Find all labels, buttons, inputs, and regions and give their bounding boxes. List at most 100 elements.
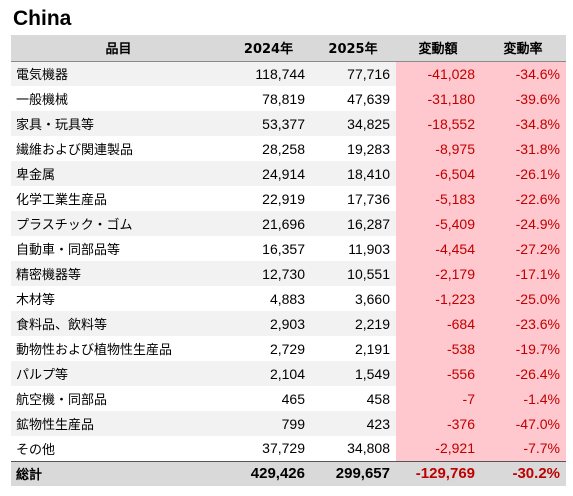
row-change: -4,454 (396, 236, 481, 261)
header-row: 品目 2024年 2025年 変動額 変動率 (11, 35, 566, 62)
column-header-change: 変動額 (396, 35, 481, 62)
row-rate: -24.9% (481, 211, 566, 236)
row-item: 家具・玩具等 (11, 111, 227, 136)
row-2024: 2,903 (227, 311, 311, 336)
row-2024: 78,819 (227, 86, 311, 111)
row-2024: 28,258 (227, 136, 311, 161)
row-rate: -7.7% (481, 436, 566, 461)
row-item: 鉱物性生産品 (11, 411, 227, 436)
table-row: 家具・玩具等 53,377 34,825 -18,552 -34.8% (11, 111, 566, 136)
row-2024: 22,919 (227, 186, 311, 211)
row-change: -2,921 (396, 436, 481, 461)
row-2024: 53,377 (227, 111, 311, 136)
total-2025: 299,657 (311, 460, 396, 486)
row-2025: 2,219 (311, 311, 396, 336)
row-rate: -39.6% (481, 86, 566, 111)
row-item: 電気機器 (11, 61, 227, 86)
row-2024: 118,744 (227, 61, 311, 86)
row-2024: 37,729 (227, 436, 311, 461)
total-change: -129,769 (396, 460, 481, 486)
row-item: パルプ等 (11, 361, 227, 386)
row-2025: 77,716 (311, 61, 396, 86)
table-row: プラスチック・ゴム 21,696 16,287 -5,409 -24.9% (11, 211, 566, 236)
row-2025: 19,283 (311, 136, 396, 161)
row-rate: -25.0% (481, 286, 566, 311)
table-row: 繊維および関連製品 28,258 19,283 -8,975 -31.8% (11, 136, 566, 161)
row-2024: 24,914 (227, 161, 311, 186)
column-header-2024: 2024年 (227, 35, 311, 62)
row-change: -41,028 (396, 61, 481, 86)
row-2025: 16,287 (311, 211, 396, 236)
table-row: 卑金属 24,914 18,410 -6,504 -26.1% (11, 161, 566, 186)
table-row: 化学工業生産品 22,919 17,736 -5,183 -22.6% (11, 186, 566, 211)
row-rate: -26.4% (481, 361, 566, 386)
row-rate: -19.7% (481, 336, 566, 361)
row-change: -6,504 (396, 161, 481, 186)
row-2025: 1,549 (311, 361, 396, 386)
row-2024: 465 (227, 386, 311, 411)
table-row: その他 37,729 34,808 -2,921 -7.7% (11, 436, 566, 461)
row-item: 化学工業生産品 (11, 186, 227, 211)
row-change: -2,179 (396, 261, 481, 286)
page-title: China (13, 7, 72, 30)
table-row: 航空機・同部品 465 458 -7 -1.4% (11, 386, 566, 411)
row-2024: 21,696 (227, 211, 311, 236)
row-2025: 17,736 (311, 186, 396, 211)
row-2024: 799 (227, 411, 311, 436)
data-table: 品目 2024年 2025年 変動額 変動率 電気機器 118,744 77,716… (11, 35, 566, 486)
row-item: 精密機器等 (11, 261, 227, 286)
row-2024: 4,883 (227, 286, 311, 311)
row-2025: 11,903 (311, 236, 396, 261)
row-change: -18,552 (396, 111, 481, 136)
table-row: パルプ等 2,104 1,549 -556 -26.4% (11, 361, 566, 386)
row-change: -31,180 (396, 86, 481, 111)
row-rate: -34.8% (481, 111, 566, 136)
row-rate: -34.6% (481, 61, 566, 86)
row-rate: -31.8% (481, 136, 566, 161)
row-2025: 47,639 (311, 86, 396, 111)
table-row: 木材等 4,883 3,660 -1,223 -25.0% (11, 286, 566, 311)
table-row: 自動車・同部品等 16,357 11,903 -4,454 -27.2% (11, 236, 566, 261)
row-2025: 34,825 (311, 111, 396, 136)
row-rate: -26.1% (481, 161, 566, 186)
table-row: 精密機器等 12,730 10,551 -2,179 -17.1% (11, 261, 566, 286)
row-change: -7 (396, 386, 481, 411)
table-row: 動物性および植物性生産品 2,729 2,191 -538 -19.7% (11, 336, 566, 361)
row-2024: 16,357 (227, 236, 311, 261)
row-item: プラスチック・ゴム (11, 211, 227, 236)
row-item: 一般機械 (11, 86, 227, 111)
total-rate: -30.2% (481, 460, 566, 486)
row-change: -556 (396, 361, 481, 386)
row-item: 食料品、飲料等 (11, 311, 227, 336)
column-header-2025: 2025年 (311, 35, 396, 62)
row-rate: -47.0% (481, 411, 566, 436)
row-change: -1,223 (396, 286, 481, 311)
row-item: 繊維および関連製品 (11, 136, 227, 161)
row-item: 木材等 (11, 286, 227, 311)
row-2024: 2,104 (227, 361, 311, 386)
table-row: 食料品、飲料等 2,903 2,219 -684 -23.6% (11, 311, 566, 336)
row-2025: 423 (311, 411, 396, 436)
row-2025: 2,191 (311, 336, 396, 361)
row-2025: 34,808 (311, 436, 396, 461)
row-rate: -1.4% (481, 386, 566, 411)
row-item: その他 (11, 436, 227, 461)
total-row: 総計 429,426 299,657 -129,769 -30.2% (11, 460, 566, 486)
row-rate: -22.6% (481, 186, 566, 211)
total-label: 総計 (11, 460, 227, 486)
row-change: -376 (396, 411, 481, 436)
row-item: 動物性および植物性生産品 (11, 336, 227, 361)
column-header-rate: 変動率 (481, 35, 566, 62)
table-body: 電気機器 118,744 77,716 -41,028 -34.6% 一般機械 78,819… (11, 61, 566, 461)
row-item: 航空機・同部品 (11, 386, 227, 411)
table-row: 鉱物性生産品 799 423 -376 -47.0% (11, 411, 566, 436)
row-2025: 18,410 (311, 161, 396, 186)
row-2025: 10,551 (311, 261, 396, 286)
row-rate: -17.1% (481, 261, 566, 286)
table-row: 電気機器 118,744 77,716 -41,028 -34.6% (11, 61, 566, 86)
table-row: 一般機械 78,819 47,639 -31,180 -39.6% (11, 86, 566, 111)
row-2024: 12,730 (227, 261, 311, 286)
row-item: 卑金属 (11, 161, 227, 186)
row-change: -538 (396, 336, 481, 361)
